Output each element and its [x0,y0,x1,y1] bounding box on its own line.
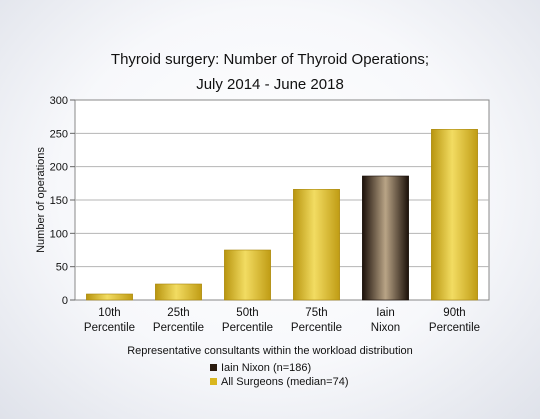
category-label: Nixon [371,322,400,334]
chart-title-line-1: Thyroid surgery: Number of Thyroid Opera… [111,51,429,68]
y-axis-ticks: 0 50 100 150 200 250 300 [50,95,75,307]
x-axis-title: Representative consultants within the wo… [127,345,413,357]
y-tick-label: 250 [50,128,68,140]
legend-swatch [210,378,217,385]
category-label: Percentile [153,322,204,334]
y-axis-title: Number of operations [35,147,47,253]
category-label: Percentile [222,322,273,334]
category-label: Percentile [291,322,342,334]
chart-title-line-2: July 2014 - June 2018 [196,76,344,93]
category-label: 75th [305,307,327,319]
legend-label: All Surgeons (median=74) [221,376,349,388]
legend-swatch [210,364,217,371]
gridlines [75,132,489,268]
bar [86,293,133,301]
bar-highlight [362,175,409,301]
y-tick-label: 100 [50,228,68,240]
bars [86,129,478,301]
category-label: Percentile [429,322,480,334]
legend-label: Iain Nixon (n=186) [221,362,311,374]
category-label: 50th [236,307,258,319]
y-tick-label: 300 [50,95,68,107]
legend: Iain Nixon (n=186) All Surgeons (median=7… [210,362,349,388]
category-label: 25th [167,307,189,319]
bar [293,189,340,301]
category-label: 90th [443,307,465,319]
y-tick-label: 150 [50,195,68,207]
bar [155,283,202,301]
y-tick-label: 0 [62,295,68,307]
y-tick-label: 200 [50,162,68,174]
category-label: Percentile [84,322,135,334]
bar [431,129,478,301]
bar [224,249,271,301]
y-tick-label: 50 [56,262,68,274]
category-label: 10th [98,307,120,319]
category-label: Iain [376,307,395,319]
x-axis-categories: 10th Percentile 25th Percentile 50th Percenti… [84,307,480,334]
